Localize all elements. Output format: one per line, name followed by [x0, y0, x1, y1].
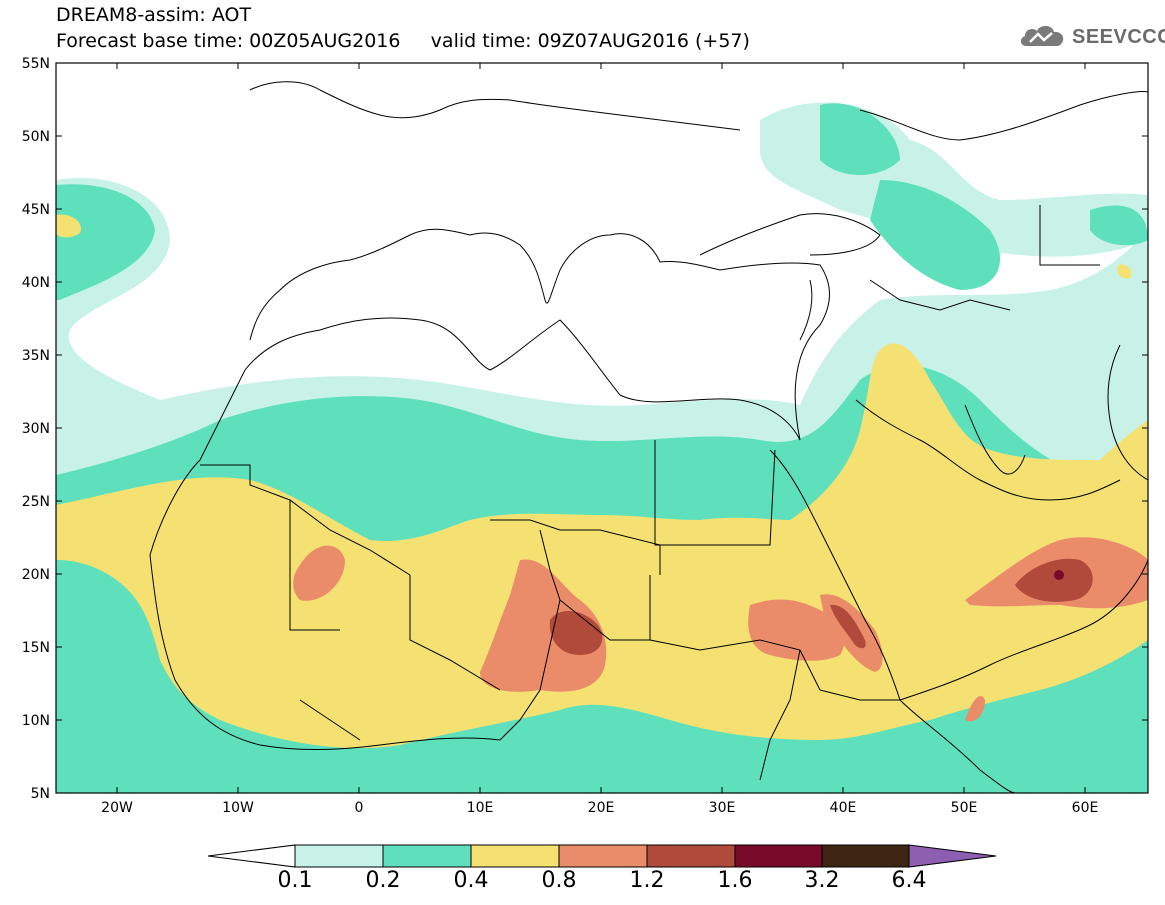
lon-label-0: 0	[355, 800, 364, 816]
colorbar-swatch-4	[558, 844, 648, 868]
colorbar-under-arrow	[207, 844, 296, 868]
aot-band-1.6	[1054, 570, 1064, 580]
colorbar-label-1.6: 1.6	[717, 868, 753, 893]
lat-labels: 55N 50N 45N 40N 35N 30N 25N 20N 15N 10N …	[22, 56, 50, 802]
seevccc-logo: SEEVCCC	[1018, 22, 1165, 52]
aot-field	[56, 63, 1148, 793]
lat-label-25n: 25N	[22, 494, 50, 510]
axis-ticks	[56, 63, 1148, 793]
lat-label-50n: 50N	[22, 129, 50, 145]
cloud-icon	[1020, 25, 1064, 46]
lat-label-55n: 55N	[22, 56, 50, 72]
colorbar-label-6.4: 6.4	[891, 868, 927, 893]
forecast-time-line: Forecast base time: 00Z05AUG2016 valid t…	[56, 30, 750, 52]
colorbar-swatch-2	[382, 844, 472, 868]
colorbar-swatch-6	[734, 844, 823, 868]
lat-label-30n: 30N	[22, 421, 50, 437]
colorbar-over-arrow	[908, 844, 997, 868]
lon-label-10w: 10W	[222, 800, 254, 816]
lon-label-20w: 20W	[101, 800, 133, 816]
lon-label-10e: 10E	[467, 800, 494, 816]
colorbar-swatch-3	[470, 844, 560, 868]
colorbar-swatch-5	[646, 844, 736, 868]
logo-text: SEEVCCC	[1072, 25, 1165, 48]
colorbar-label-0.1: 0.1	[277, 868, 313, 893]
lon-label-30e: 30E	[709, 800, 736, 816]
lon-label-40e: 40E	[830, 800, 857, 816]
colorbar-swatch-7	[821, 844, 910, 868]
lon-label-50e: 50E	[951, 800, 978, 816]
colorbar-label-3.2: 3.2	[804, 868, 840, 893]
colorbar-label-0.2: 0.2	[365, 868, 401, 893]
colorbar-label-1.2: 1.2	[629, 868, 665, 893]
coastlines	[149, 81, 1148, 793]
map-title: DREAM8-assim: AOT	[56, 4, 252, 26]
lat-label-5n: 5N	[31, 786, 50, 802]
lat-label-35n: 35N	[22, 348, 50, 364]
colorbar-swatch-1	[294, 844, 384, 868]
lat-label-10n: 10N	[22, 713, 50, 729]
aot-band-1.2	[549, 558, 1093, 655]
colorbar-label-0.8: 0.8	[541, 868, 577, 893]
lat-label-45n: 45N	[22, 202, 50, 218]
lat-label-40n: 40N	[22, 275, 50, 291]
colorbar	[207, 844, 997, 868]
lon-labels: 20W 10W 0 10E 20E 30E 40E 50E 60E	[101, 800, 1098, 816]
colorbar-label-0.4: 0.4	[453, 868, 489, 893]
lat-label-20n: 20N	[22, 567, 50, 583]
lon-label-60e: 60E	[1072, 800, 1099, 816]
lat-label-15n: 15N	[22, 640, 50, 656]
lon-label-20e: 20E	[588, 800, 615, 816]
